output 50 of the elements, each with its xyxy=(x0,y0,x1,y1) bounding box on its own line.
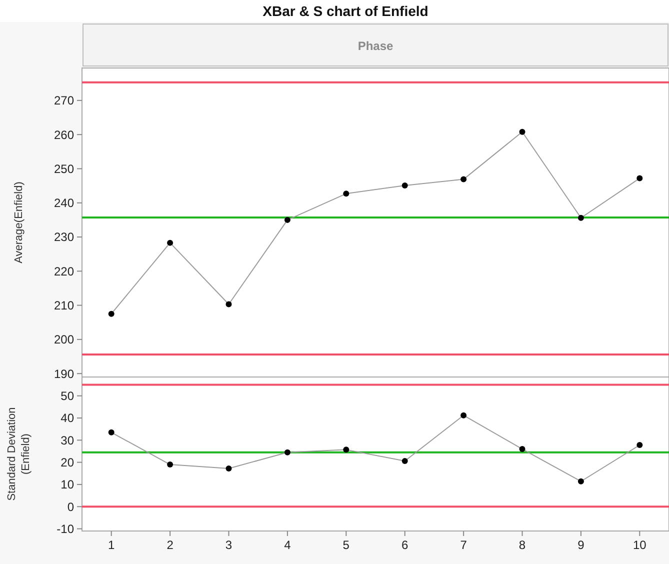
y-tick-label: 30 xyxy=(60,433,74,448)
y-axis-title: Average(Enfield) xyxy=(13,182,25,264)
point xyxy=(460,176,467,182)
y-tick-label: 270 xyxy=(54,94,74,108)
point xyxy=(578,214,584,221)
x-tick-label: 2 xyxy=(166,538,174,552)
y-tick-label: 260 xyxy=(54,128,74,142)
point xyxy=(578,478,584,484)
y-tick-label: 220 xyxy=(54,264,74,278)
x-tick-label: 7 xyxy=(460,538,468,552)
point xyxy=(519,446,526,452)
point xyxy=(402,182,408,188)
text: Phase xyxy=(358,39,394,54)
point xyxy=(284,449,290,456)
x-tick-label: 6 xyxy=(402,538,409,552)
y-axis-title: Standard Deviation (Enfield) xyxy=(6,407,32,501)
point xyxy=(226,301,232,308)
point xyxy=(226,466,232,472)
y-tick-label: 190 xyxy=(54,366,74,381)
point xyxy=(167,462,174,468)
x-tick-label: 10 xyxy=(632,538,647,552)
y-tick-label: 40 xyxy=(60,411,74,426)
y-tick-label: 50 xyxy=(60,389,74,404)
x-tick-label: 5 xyxy=(342,538,350,552)
x-tick-label: 8 xyxy=(518,538,526,552)
point xyxy=(108,429,114,436)
x-tick-label: 3 xyxy=(225,538,232,552)
point xyxy=(167,240,174,246)
point xyxy=(636,442,643,448)
y-tick-label: 200 xyxy=(54,332,74,347)
point xyxy=(343,190,350,197)
point xyxy=(402,458,408,464)
y-tick-label: 250 xyxy=(54,162,74,176)
y-tick-label: 240 xyxy=(54,196,74,210)
chart-title: XBar & S chart of Enfield xyxy=(262,3,428,19)
y-tick-label: 230 xyxy=(54,230,74,244)
point xyxy=(460,412,467,418)
point xyxy=(108,310,114,317)
point xyxy=(519,128,526,135)
point xyxy=(636,175,643,182)
y-tick-label: 20 xyxy=(60,456,74,470)
y-tick-label: 0 xyxy=(67,500,74,514)
y-tick-label: 210 xyxy=(54,298,74,312)
point xyxy=(284,216,290,223)
y-tick-label: -10 xyxy=(56,522,74,536)
x-tick-label: 9 xyxy=(578,538,585,552)
point xyxy=(343,446,350,453)
x-tick-label: 4 xyxy=(284,538,292,552)
x-tick-label: 1 xyxy=(108,538,116,552)
y-tick-label: 10 xyxy=(60,478,74,492)
